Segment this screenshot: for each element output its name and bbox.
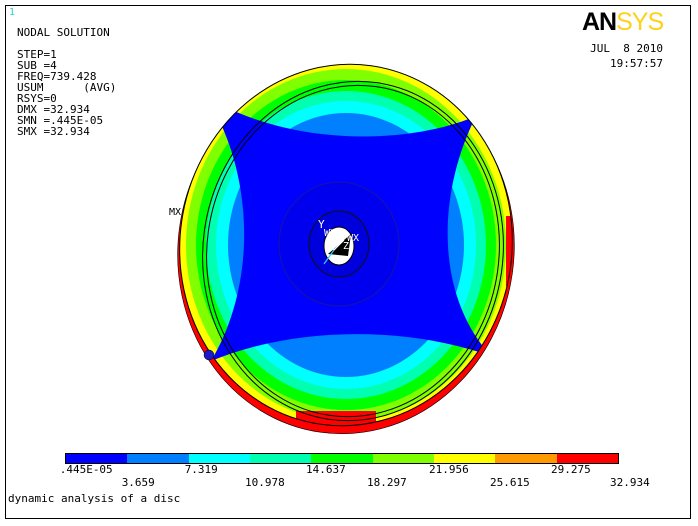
logo-text-an: AN	[582, 8, 617, 36]
info-line-dmx: DMX =32.934	[17, 103, 90, 116]
plot-title: NODAL SOLUTION	[17, 26, 110, 39]
legend-label: 18.297	[367, 476, 407, 489]
legend-labels-top: .445E-05 7.319 14.637 21.956 29.275	[60, 463, 625, 477]
axis-triad: Y WY WX Z	[318, 218, 359, 265]
legend-swatch-5	[311, 454, 373, 463]
min-marker	[203, 349, 215, 361]
contour-legend: .445E-05 7.319 14.637 21.956 29.275 3.65…	[60, 453, 650, 490]
legend-label: 3.659	[121, 476, 155, 489]
plot-date: JUL 8 2010	[590, 42, 663, 55]
legend-swatch-7	[433, 454, 496, 463]
legend-swatch-1	[66, 454, 128, 463]
window-number: 1	[9, 7, 16, 18]
info-line-item: USUM (AVG)	[17, 81, 117, 94]
plot-time: 19:57:57	[610, 57, 663, 70]
triad-label-z: Z	[343, 241, 349, 252]
legend-swatch-9	[556, 454, 618, 463]
legend-swatch-6	[372, 454, 434, 463]
rim-edge-1	[202, 80, 504, 422]
rim-edge-2	[206, 84, 500, 418]
legend-label: .445E-05	[59, 463, 113, 476]
info-line-sub: SUB =4	[17, 59, 57, 72]
legend-swatch-2	[127, 454, 189, 463]
legend-label: 21.956	[429, 463, 469, 476]
triad-label-wy: WY	[324, 228, 336, 239]
ansys-logo: ANSYS	[582, 8, 687, 36]
info-line-step: STEP=1	[17, 48, 57, 61]
max-marker-label: MX	[169, 207, 181, 218]
legend-label: 25.615	[490, 476, 530, 489]
plot-subtitle: dynamic analysis of a disc	[8, 492, 181, 505]
legend-swatch-3	[188, 454, 250, 463]
triad-label-wx: WX	[347, 233, 359, 244]
disc-outline	[179, 63, 513, 427]
info-line-smn: SMN =.445E-05	[17, 114, 104, 127]
legend-label: 7.319	[184, 463, 218, 476]
info-line-rsys: RSYS=0	[17, 92, 57, 105]
legend-label: 14.637	[306, 463, 346, 476]
info-line-freq: FREQ=739.428	[17, 70, 97, 83]
legend-labels-bottom: 3.659 10.978 18.297 25.615 32.934	[65, 476, 650, 490]
contour-plot[interactable]: Y WY WX Z MX	[6, 6, 691, 446]
logo-text-sys: SYS	[616, 8, 664, 36]
legend-label: 10.978	[245, 476, 285, 489]
legend-swatch-4	[249, 454, 312, 463]
graphics-window[interactable]: 1 NODAL SOLUTION STEP=1 SUB =4 FREQ=739.…	[5, 5, 691, 519]
info-line-smx: SMX =32.934	[17, 125, 90, 138]
legend-swatch-8	[495, 454, 557, 463]
legend-label: 32.934	[610, 476, 650, 489]
legend-label: 29.275	[551, 463, 591, 476]
legend-colorbar	[65, 453, 619, 464]
solution-info: STEP=1 SUB =4 FREQ=739.428 USUM (AVG) RS…	[17, 49, 116, 137]
band-max-left	[156, 56, 174, 436]
triad-label-y: Y	[318, 218, 325, 231]
